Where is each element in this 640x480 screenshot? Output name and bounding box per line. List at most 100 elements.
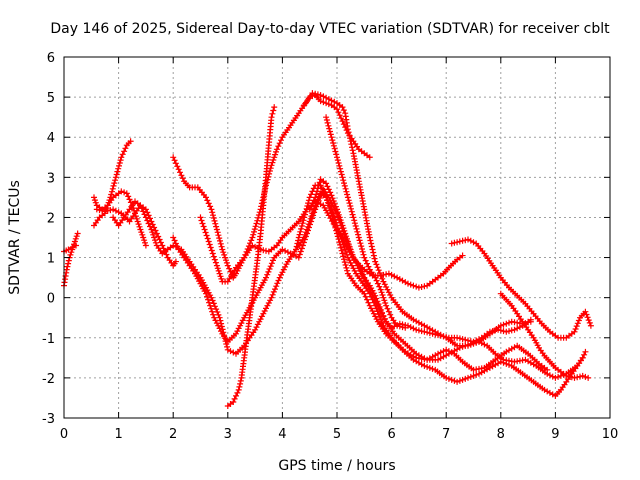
data-point: [140, 208, 147, 215]
data-point: [334, 154, 340, 161]
data-point: [337, 244, 344, 251]
data-point: [213, 223, 220, 230]
data-point: [328, 192, 335, 199]
data-point: [237, 380, 244, 387]
data-point: [376, 303, 383, 310]
data-point: [226, 265, 233, 272]
y-tick-label: -1: [42, 332, 55, 347]
data-point: [372, 292, 379, 299]
data-point: [63, 266, 70, 273]
data-point: [544, 366, 551, 373]
data-point: [209, 250, 216, 257]
data-point: [67, 251, 74, 258]
series-line: [227, 106, 275, 407]
data-point: [251, 226, 258, 233]
series-track-12: [301, 92, 373, 161]
data-point: [268, 114, 275, 121]
data-point: [326, 205, 333, 212]
data-point: [309, 215, 316, 222]
data-point: [104, 207, 111, 214]
data-point: [467, 373, 474, 380]
data-point: [347, 203, 354, 209]
data-point: [454, 239, 461, 246]
data-point: [348, 249, 355, 256]
data-point: [295, 237, 302, 244]
data-point: [172, 258, 179, 265]
data-point: [338, 247, 345, 254]
data-point: [270, 157, 277, 163]
data-point: [374, 298, 381, 305]
data-point: [334, 157, 341, 164]
data-point: [355, 234, 362, 241]
data-point: [282, 247, 289, 254]
data-point: [302, 211, 308, 218]
data-point: [209, 297, 216, 304]
data-point: [271, 104, 278, 111]
data-point: [339, 174, 346, 181]
data-point: [107, 194, 114, 201]
data-point: [346, 200, 353, 207]
data-point: [210, 212, 216, 219]
data-point: [340, 107, 347, 114]
data-point: [118, 154, 125, 161]
data-point: [340, 225, 347, 232]
data-point: [265, 268, 272, 275]
series-track-16: [497, 290, 592, 381]
data-point: [582, 348, 589, 355]
grid: [64, 57, 610, 418]
data-point: [473, 371, 480, 378]
data-point: [112, 207, 119, 214]
data-point: [329, 137, 336, 144]
data-point: [336, 239, 343, 246]
data-point: [344, 191, 351, 198]
data-point: [365, 299, 372, 306]
data-point: [362, 293, 369, 300]
data-point: [212, 220, 219, 227]
data-point: [159, 242, 166, 249]
data-point: [234, 389, 241, 396]
data-point: [378, 289, 385, 296]
data-point: [418, 284, 425, 290]
series-group: [61, 90, 594, 409]
data-point: [122, 145, 129, 152]
data-point: [391, 273, 398, 280]
data-point: [252, 243, 259, 250]
data-point: [582, 308, 589, 315]
data-point: [112, 177, 119, 184]
data-point: [329, 195, 336, 202]
data-point: [331, 145, 338, 152]
data-point: [587, 322, 594, 329]
data-point: [198, 217, 205, 224]
data-point: [546, 372, 553, 379]
data-point: [385, 270, 392, 277]
y-tick-label: -2: [42, 372, 55, 387]
data-point: [355, 231, 362, 238]
data-point: [210, 311, 217, 318]
data-point: [383, 271, 390, 278]
data-point: [385, 289, 392, 296]
data-point: [210, 300, 217, 307]
data-point: [323, 114, 330, 121]
data-point: [335, 160, 342, 166]
data-point: [152, 239, 159, 246]
data-point: [432, 331, 439, 338]
data-point: [549, 373, 556, 380]
data-point: [112, 174, 119, 181]
data-point: [391, 323, 398, 330]
data-point: [448, 376, 455, 383]
data-point: [312, 194, 319, 201]
data-point: [317, 98, 324, 105]
data-point: [206, 299, 212, 306]
data-point: [210, 253, 217, 260]
data-point: [205, 296, 211, 303]
data-point: [354, 228, 361, 235]
data-point: [266, 266, 273, 272]
data-point: [571, 328, 578, 335]
data-point: [370, 310, 377, 317]
data-point: [323, 94, 330, 101]
data-point: [312, 206, 319, 213]
series-track-13: [306, 176, 534, 345]
data-point: [314, 185, 321, 192]
data-point: [443, 346, 450, 353]
data-point: [214, 309, 221, 315]
